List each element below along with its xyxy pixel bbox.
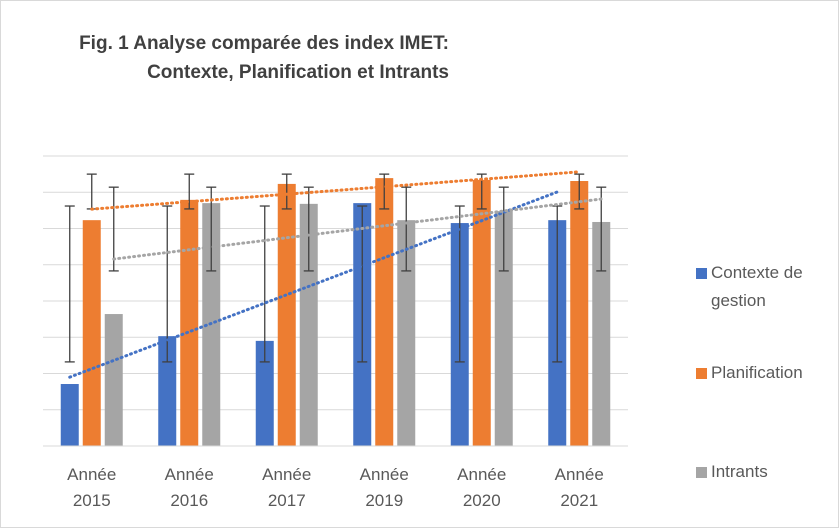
- x-tick-label: Année 2016: [164, 465, 214, 510]
- bar: [82, 220, 101, 446]
- bar: [472, 179, 491, 447]
- legend-item: Contexte de gestion: [696, 259, 838, 315]
- legend-swatch: [696, 467, 707, 478]
- trendline: [90, 170, 581, 211]
- legend-swatch: [696, 268, 707, 279]
- bar: [397, 220, 416, 446]
- bar: [60, 384, 79, 446]
- legend-item: Planification: [696, 359, 838, 387]
- x-tick-label: Année 2017: [262, 465, 312, 510]
- bar: [299, 203, 318, 446]
- bar: [570, 181, 589, 446]
- legend-swatch: [696, 368, 707, 379]
- x-tick-label: Année 2020: [457, 465, 507, 510]
- legend-item: Intrants: [696, 458, 838, 486]
- bar: [494, 211, 513, 446]
- legend-label: Intrants: [711, 462, 768, 481]
- bar: [180, 199, 199, 446]
- legend-label: Contexte de gestion: [711, 263, 803, 310]
- x-tick-label: Année 2021: [554, 465, 604, 510]
- x-tick-label: Année 2019: [359, 465, 409, 510]
- trendline: [68, 190, 559, 379]
- bar: [158, 336, 177, 446]
- bar: [255, 340, 274, 446]
- x-tick-label: Année 2015: [67, 465, 117, 510]
- trendline: [112, 197, 603, 261]
- bar: [592, 221, 611, 446]
- bar: [277, 183, 296, 446]
- bar: [104, 314, 123, 446]
- bar: [375, 178, 394, 447]
- chart-title: Fig. 1 Analyse comparée des index IMET: …: [79, 33, 449, 83]
- legend-label: Planification: [711, 363, 803, 382]
